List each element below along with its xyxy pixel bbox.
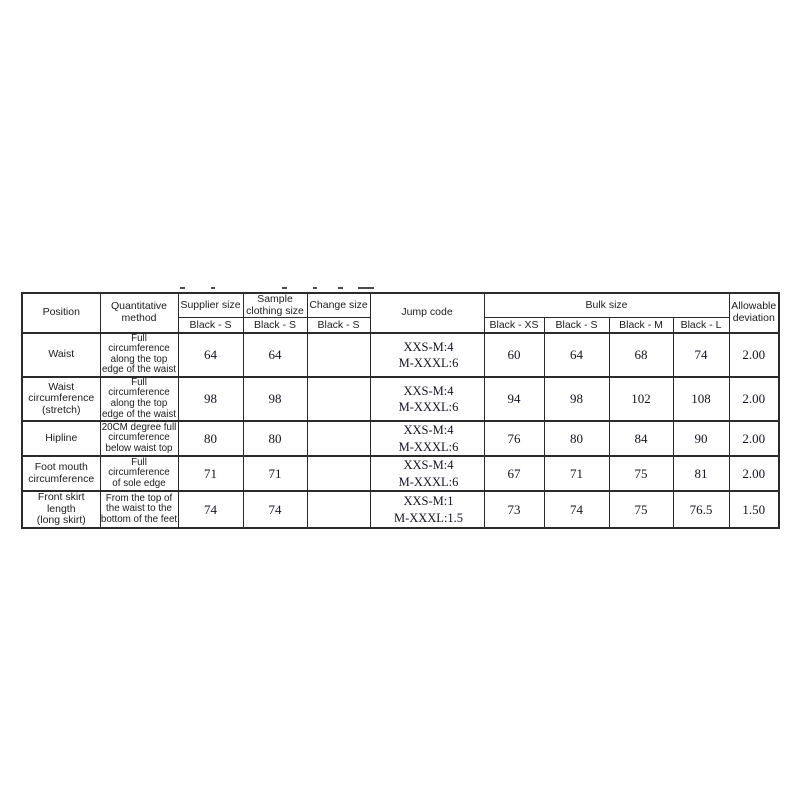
subheader-bulk-black-m: Black - M: [608, 317, 674, 334]
col-header-bulk-size: Bulk size: [483, 292, 730, 319]
cell-change-size: [306, 375, 371, 423]
cell-sample-size: 80: [242, 420, 308, 458]
cell-bulk-m: 84: [608, 420, 674, 458]
col-header-sample-clothing-size: Sample clothing size: [242, 292, 308, 319]
col-header-quantitative-method: Quantitative method: [99, 292, 179, 334]
cell-supplier-size: 80: [177, 420, 244, 458]
jump-code-line2: M-XXXL:6: [398, 355, 459, 370]
cell-bulk-m: 102: [608, 375, 674, 423]
subheader-bulk-black-xs: Black - XS: [483, 317, 545, 334]
jump-code-line1: XXS-M:4: [403, 339, 454, 354]
cell-sample-size: 64: [242, 331, 308, 378]
cell-allowable-deviation: 1.50: [728, 490, 780, 529]
subheader-change-black-s: Black - S: [306, 317, 371, 334]
subheader-bulk-black-l: Black - L: [672, 317, 730, 334]
crop-artifact-top: [211, 287, 215, 289]
table-row: Front skirt length (long skirt) From the…: [21, 490, 780, 529]
cell-supplier-size: 64: [177, 331, 244, 378]
cell-jump-code: XXS-M:4 M-XXXL:6: [369, 420, 485, 458]
cell-bulk-m: 75: [608, 455, 674, 493]
cell-position: Front skirt length (long skirt): [21, 490, 101, 529]
table-row: Waist circumference (stretch) Full circu…: [21, 375, 780, 423]
table-row: Foot mouth circumference Full circumfere…: [21, 455, 780, 493]
jump-code-line1: XXS-M:4: [403, 458, 454, 473]
cell-change-size: [306, 490, 371, 529]
cell-bulk-l: 108: [672, 375, 730, 423]
col-header-position: Position: [21, 292, 101, 334]
crop-artifact-top: [282, 287, 287, 289]
cell-bulk-xs: 67: [483, 455, 545, 493]
cell-bulk-s: 64: [543, 331, 610, 378]
cell-quantitative-method: Full circumference along the top edge of…: [99, 331, 179, 378]
cell-bulk-xs: 60: [483, 331, 545, 378]
cell-supplier-size: 71: [177, 455, 244, 493]
cell-sample-size: 71: [242, 455, 308, 493]
cell-bulk-m: 75: [608, 490, 674, 529]
cell-bulk-l: 81: [672, 455, 730, 493]
cell-quantitative-method: Full circumference along the top edge of…: [99, 375, 179, 423]
cell-jump-code: XXS-M:4 M-XXXL:6: [369, 375, 485, 423]
cell-bulk-s: 80: [543, 420, 610, 458]
cell-quantitative-method: From the top of the waist to the bottom …: [99, 490, 179, 529]
cell-allowable-deviation: 2.00: [728, 375, 780, 423]
crop-artifact-top: [313, 287, 317, 289]
cell-bulk-l: 90: [672, 420, 730, 458]
cell-supplier-size: 98: [177, 375, 244, 423]
cell-bulk-s: 98: [543, 375, 610, 423]
cell-change-size: [306, 455, 371, 493]
col-header-allowable-deviation: Allowable deviation: [728, 292, 780, 334]
cell-bulk-l: 76.5: [672, 490, 730, 529]
jump-code-line1: XXS-M:4: [403, 423, 454, 438]
cell-change-size: [306, 331, 371, 378]
cell-bulk-l: 74: [672, 331, 730, 378]
jump-code-line1: XXS-M:1: [403, 494, 454, 509]
table-row: Waist Full circumference along the top e…: [21, 331, 780, 378]
cell-supplier-size: 74: [177, 490, 244, 529]
cell-quantitative-method: 20CM degree full circumference below wai…: [99, 420, 179, 458]
cell-bulk-s: 71: [543, 455, 610, 493]
cell-jump-code: XXS-M:1 M-XXXL:1.5: [369, 490, 485, 529]
cell-allowable-deviation: 2.00: [728, 420, 780, 458]
cell-change-size: [306, 420, 371, 458]
size-spec-table: Position Quantitative method Supplier si…: [21, 292, 781, 529]
table-row: Hipline 20CM degree full circumference b…: [21, 420, 780, 458]
subheader-sample-black-s: Black - S: [242, 317, 308, 334]
cell-jump-code: XXS-M:4 M-XXXL:6: [369, 455, 485, 493]
subheader-bulk-black-s: Black - S: [543, 317, 610, 334]
crop-artifact-top: [358, 287, 374, 289]
cell-bulk-m: 68: [608, 331, 674, 378]
jump-code-line2: M-XXXL:6: [398, 400, 459, 415]
col-header-change-size: Change size: [306, 292, 371, 319]
cell-bulk-xs: 94: [483, 375, 545, 423]
cell-allowable-deviation: 2.00: [728, 455, 780, 493]
crop-artifact-top: [338, 287, 343, 289]
crop-artifact-top: [180, 287, 185, 289]
cell-position: Hipline: [21, 420, 101, 458]
cell-bulk-xs: 73: [483, 490, 545, 529]
cell-allowable-deviation: 2.00: [728, 331, 780, 378]
cell-position: Waist circumference (stretch): [21, 375, 101, 423]
col-header-supplier-size: Supplier size: [177, 292, 244, 319]
cell-position: Waist: [21, 331, 101, 378]
jump-code-line2: M-XXXL:6: [398, 439, 459, 454]
cell-bulk-xs: 76: [483, 420, 545, 458]
jump-code-line2: M-XXXL:1.5: [393, 510, 464, 525]
jump-code-line2: M-XXXL:6: [398, 474, 459, 489]
cell-jump-code: XXS-M:4 M-XXXL:6: [369, 331, 485, 378]
cell-sample-size: 74: [242, 490, 308, 529]
cell-quantitative-method: Full circumference of sole edge: [99, 455, 179, 493]
cell-sample-size: 98: [242, 375, 308, 423]
jump-code-line1: XXS-M:4: [403, 383, 454, 398]
subheader-supplier-black-s: Black - S: [177, 317, 244, 334]
cell-bulk-s: 74: [543, 490, 610, 529]
cell-position: Foot mouth circumference: [21, 455, 101, 493]
col-header-jump-code: Jump code: [369, 292, 485, 334]
